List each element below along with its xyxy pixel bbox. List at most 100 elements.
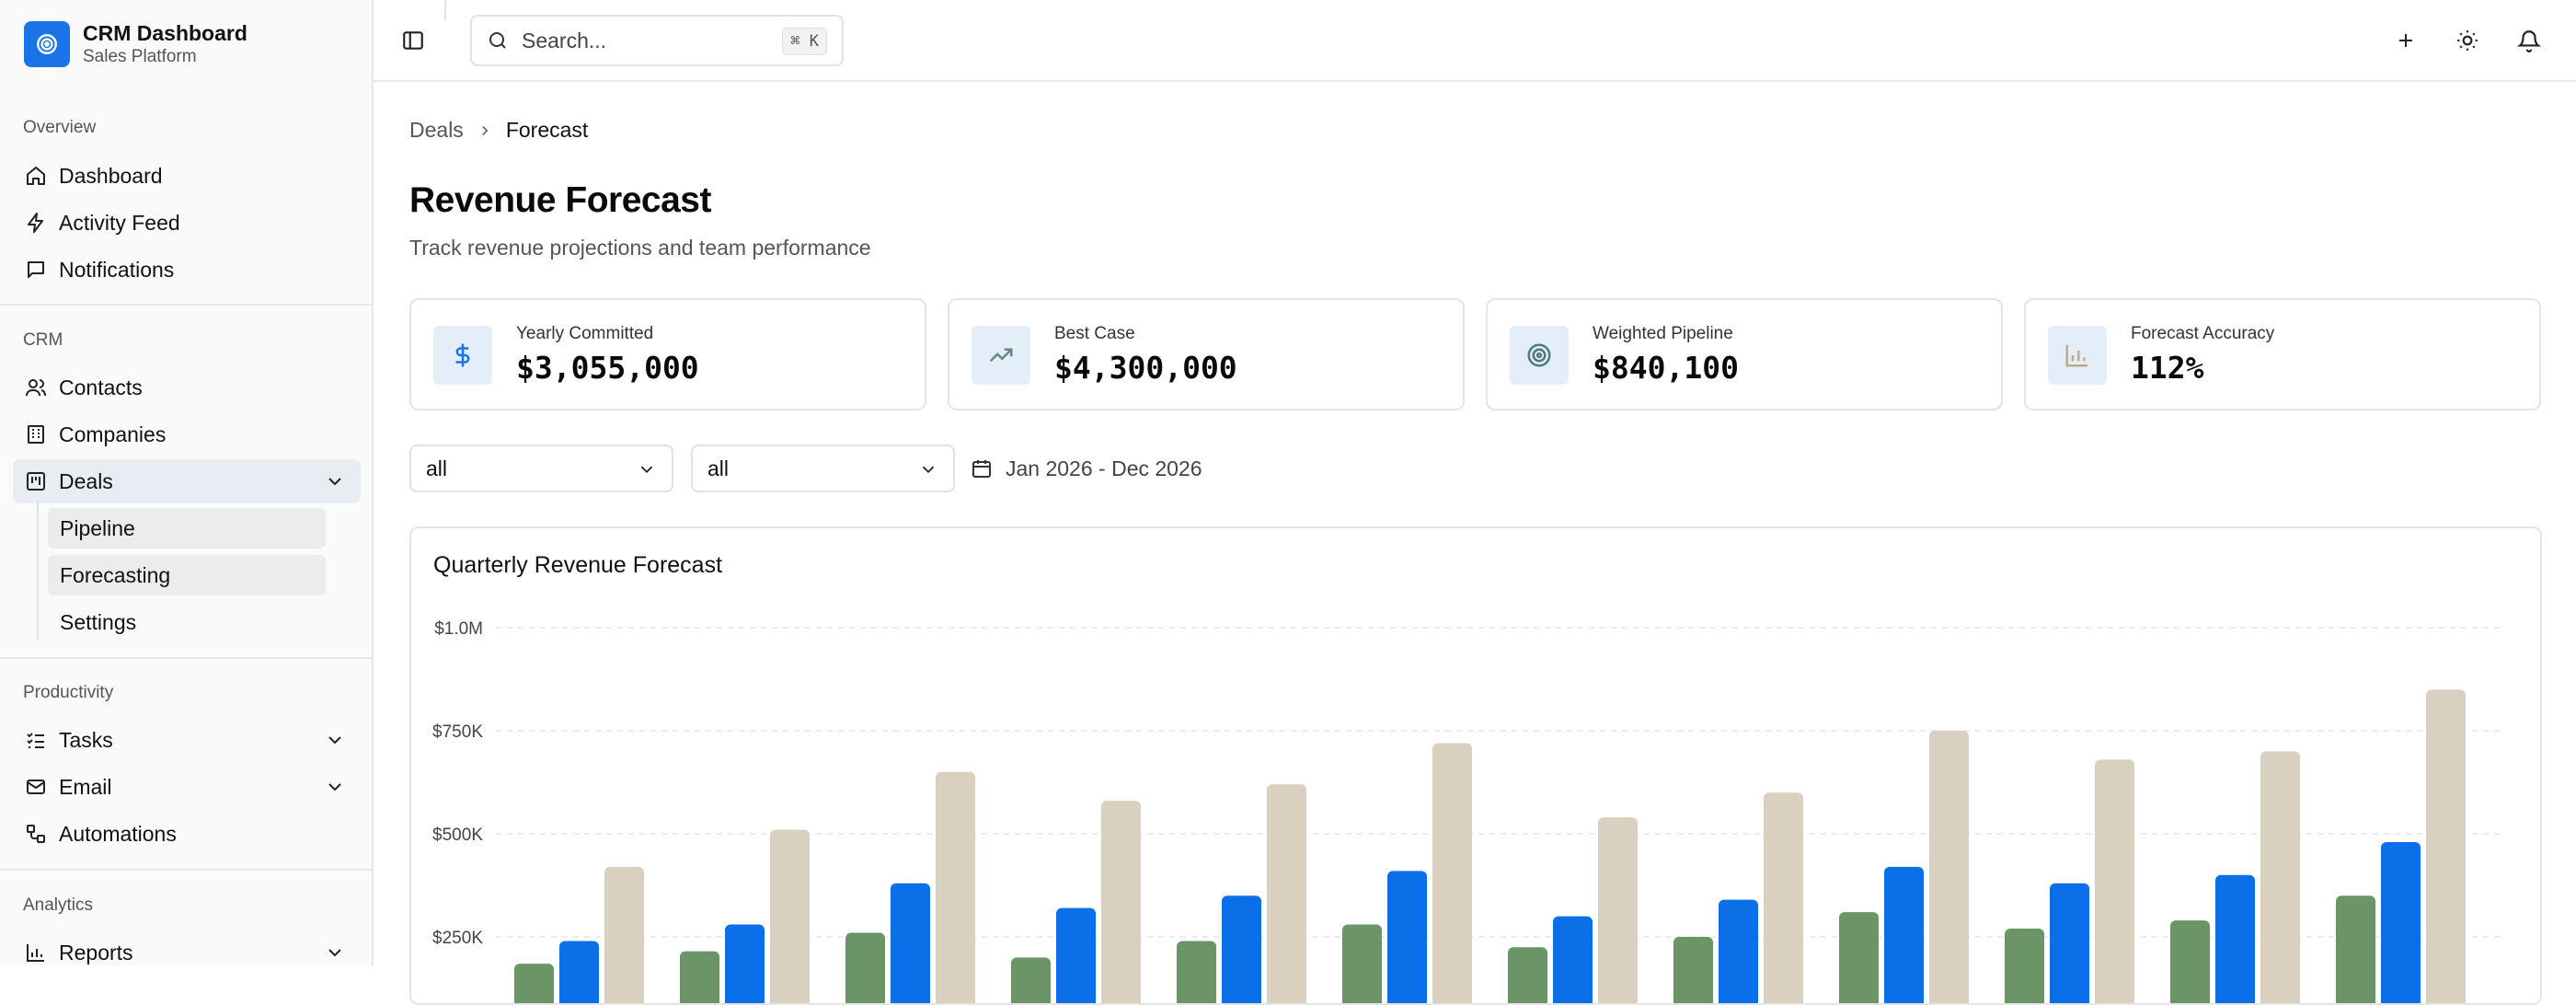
y-tick-label: $1.0M — [434, 619, 483, 639]
chart-bar[interactable] — [770, 829, 810, 1005]
chart-bar[interactable] — [1719, 899, 1758, 1005]
sidebar-divider — [0, 304, 372, 306]
notifications-button[interactable] — [2511, 22, 2547, 59]
sidebar-item-dashboard[interactable]: Dashboard — [13, 154, 361, 198]
chart-bar[interactable] — [1839, 912, 1879, 1005]
chart-bar[interactable] — [1267, 784, 1306, 1005]
sidebar-item-activity-feed[interactable]: Activity Feed — [13, 201, 361, 245]
chart-bar[interactable] — [1056, 907, 1096, 1005]
stat-card-best-case: Best Case $4,300,000 — [948, 298, 1465, 410]
stat-card-yearly-committed: Yearly Committed $3,055,000 — [409, 298, 926, 410]
theme-toggle-button[interactable] — [2449, 22, 2486, 59]
sun-icon — [2457, 30, 2478, 51]
filter-select-1[interactable]: all — [409, 445, 673, 492]
sidebar-item-label: Tasks — [59, 727, 113, 752]
chart-bar[interactable] — [1011, 957, 1051, 1005]
page-subtitle: Track revenue projections and team perfo… — [409, 236, 871, 260]
filter-select-value: all — [707, 456, 730, 480]
breadcrumb-deals-link[interactable]: Deals — [409, 118, 464, 142]
chart-bar[interactable] — [2381, 841, 2421, 1005]
chart-bar[interactable] — [514, 964, 554, 1005]
sidebar-toggle-button[interactable] — [395, 22, 431, 59]
sidebar-divider — [0, 869, 372, 871]
chart-bar[interactable] — [1222, 895, 1261, 1005]
sidebar-item-contacts[interactable]: Contacts — [13, 365, 361, 410]
chart-bar[interactable] — [1432, 743, 1472, 1005]
stat-label: Yearly Committed — [516, 324, 654, 343]
group-label-crm: CRM — [23, 330, 63, 350]
y-tick-label: $250K — [432, 929, 483, 948]
sidebar-item-reports[interactable]: Reports — [13, 930, 361, 975]
sidebar-subitem-forecasting[interactable]: Forecasting — [48, 555, 326, 595]
chart-bar[interactable] — [2215, 874, 2255, 1005]
list-checks-icon — [24, 728, 48, 752]
stat-card-weighted-pipeline: Weighted Pipeline $840,100 — [1486, 298, 2003, 410]
sidebar-divider — [0, 657, 372, 659]
stat-label: Forecast Accuracy — [2131, 324, 2275, 343]
chart-bar[interactable] — [2050, 883, 2089, 1005]
page-title: Revenue Forecast — [409, 180, 711, 220]
chart-bar[interactable] — [2260, 751, 2300, 1005]
chevron-down-icon — [328, 783, 341, 791]
filter-select-2[interactable]: all — [691, 445, 955, 492]
sidebar-subitem-settings[interactable]: Settings — [60, 609, 137, 634]
chevron-down-icon — [640, 466, 653, 474]
sidebar: CRM Dashboard Sales Platform Overview Da… — [0, 0, 374, 966]
chart-bar[interactable] — [680, 951, 719, 1005]
chart-bar[interactable] — [1342, 924, 1382, 1005]
stat-card-forecast-accuracy: Forecast Accuracy 112% — [2024, 298, 2541, 410]
sidebar-item-companies[interactable]: Companies — [13, 412, 361, 456]
chart-bar[interactable] — [1673, 937, 1713, 1005]
brand[interactable]: CRM Dashboard Sales Platform — [24, 20, 247, 68]
sidebar-item-label: Contacts — [59, 375, 143, 399]
date-range-label: Jan 2026 - Dec 2026 — [1006, 456, 1202, 480]
chart-bar[interactable] — [1101, 801, 1141, 1005]
brand-title: CRM Dashboard — [83, 21, 247, 45]
message-square-icon — [24, 258, 48, 282]
sidebar-item-label: Deals — [59, 468, 113, 493]
add-button[interactable] — [2387, 22, 2424, 59]
chart-bar[interactable] — [1508, 947, 1547, 1005]
date-range-picker[interactable]: Jan 2026 - Dec 2026 — [971, 447, 1202, 490]
chart-bar[interactable] — [1764, 792, 1803, 1005]
target-icon — [1510, 326, 1569, 385]
chart-bar[interactable] — [725, 924, 765, 1005]
chart-bar[interactable] — [559, 941, 599, 1005]
chart-bar[interactable] — [2426, 689, 2466, 1005]
chart-bar[interactable] — [1929, 731, 1969, 1005]
group-label-productivity: Productivity — [23, 683, 114, 702]
group-label-analytics: Analytics — [23, 895, 94, 915]
chart-bar[interactable] — [2170, 920, 2210, 1005]
chart-bar[interactable] — [1387, 871, 1427, 1005]
sidebar-item-label: Dashboard — [59, 163, 163, 188]
sidebar-item-deals[interactable]: Deals — [13, 459, 361, 503]
chart-bar[interactable] — [2005, 929, 2044, 1005]
chart-bar[interactable] — [1884, 866, 1924, 1005]
sidebar-item-notifications[interactable]: Notifications — [13, 248, 361, 292]
chart-bar[interactable] — [936, 771, 975, 1005]
group-label-overview: Overview — [23, 118, 97, 137]
sidebar-item-email[interactable]: Email — [13, 765, 361, 809]
sidebar-item-label: Reports — [59, 940, 133, 965]
chart-bar[interactable] — [1177, 941, 1216, 1005]
plus-icon — [2399, 34, 2412, 47]
chart-bar[interactable] — [1553, 916, 1593, 1005]
sidebar-item-label: Activity Feed — [59, 210, 180, 235]
chart-bar[interactable] — [2336, 895, 2375, 1005]
chart-bar[interactable] — [891, 883, 930, 1005]
chevron-down-icon — [328, 736, 341, 745]
search-input[interactable]: Search... ⌘ K — [470, 15, 844, 66]
brand-logo-icon — [24, 21, 70, 67]
chevron-down-icon — [328, 478, 341, 486]
search-icon — [489, 32, 506, 49]
chart-bar[interactable] — [845, 932, 885, 1005]
sidebar-subitem-pipeline[interactable]: Pipeline — [48, 508, 326, 549]
chart-bar[interactable] — [1598, 817, 1638, 1005]
sidebar-item-tasks[interactable]: Tasks — [13, 718, 361, 762]
chart-bar[interactable] — [2095, 759, 2134, 1005]
topbar-separator — [444, 0, 446, 20]
sidebar-item-automations[interactable]: Automations — [13, 812, 361, 856]
stat-value: 112% — [2131, 350, 2204, 386]
chart-bar[interactable] — [604, 866, 644, 1005]
